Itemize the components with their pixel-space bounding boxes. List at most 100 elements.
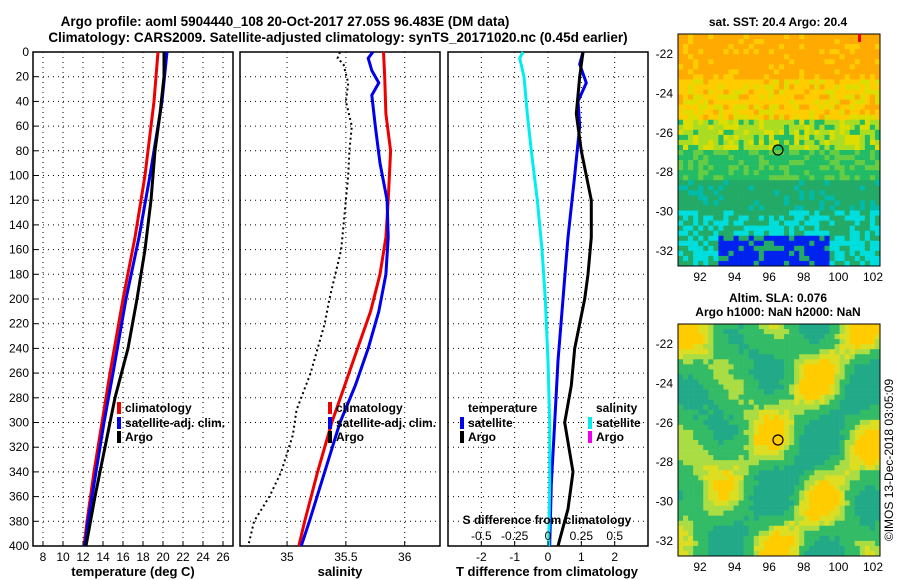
map-cell — [849, 329, 856, 335]
map-cell — [688, 404, 694, 411]
map-cell — [794, 260, 800, 267]
map-cell — [789, 510, 795, 516]
map-cell — [748, 134, 755, 141]
map-cell — [728, 349, 734, 355]
map-cell — [794, 399, 800, 405]
map-cell — [753, 94, 760, 100]
map-cell — [839, 170, 845, 176]
map-cell — [814, 170, 820, 176]
map-cell — [864, 180, 871, 186]
map-cell — [728, 409, 734, 416]
map-cell — [738, 334, 744, 340]
map-cell — [829, 495, 835, 501]
map-cell — [809, 94, 815, 100]
map-cell — [678, 170, 684, 176]
map-cell — [854, 429, 861, 436]
map-cell — [748, 470, 755, 476]
map-cell — [874, 540, 881, 547]
map-cell — [804, 515, 810, 521]
map-cell — [763, 200, 770, 206]
map-cell — [849, 250, 856, 257]
map-cell — [733, 399, 739, 405]
map-cell — [743, 384, 749, 390]
map-cell — [688, 434, 694, 441]
map-cell — [824, 109, 830, 115]
map-cell — [728, 394, 734, 400]
map-cell — [723, 139, 729, 146]
map-cell — [864, 550, 871, 557]
map-cell — [779, 535, 785, 542]
map-cell — [713, 84, 719, 90]
map-cell — [708, 500, 714, 506]
map-cell — [723, 195, 729, 201]
map-cell — [693, 510, 699, 516]
map-cell — [784, 434, 790, 441]
legend-label-argo: Argo — [125, 430, 153, 444]
map-cell — [693, 379, 699, 385]
map-cell — [698, 245, 704, 252]
map-cell — [683, 215, 689, 221]
map-cell — [869, 475, 876, 481]
map-cell — [874, 490, 881, 496]
map-cell — [794, 134, 800, 141]
map-cell — [693, 155, 699, 161]
map-cell — [789, 225, 795, 231]
map-cell — [784, 465, 790, 471]
map-cell — [874, 354, 881, 360]
map-cell — [844, 500, 850, 506]
map-cell — [713, 74, 719, 80]
map-cell — [683, 505, 689, 511]
map-cell — [678, 510, 684, 516]
map-cell — [799, 429, 805, 436]
map-cell — [839, 429, 845, 436]
map-cell — [784, 470, 790, 476]
map-cell — [794, 364, 800, 370]
map-cell — [728, 344, 734, 350]
map-cell — [733, 215, 739, 221]
map-cell — [849, 389, 856, 395]
map-cell — [824, 470, 830, 476]
map-cell — [743, 109, 749, 115]
map-cell — [874, 374, 881, 380]
map-cell — [728, 200, 734, 206]
map-cell — [698, 470, 704, 476]
map-cell — [688, 545, 694, 552]
map-cell — [874, 180, 881, 186]
map-cell — [683, 144, 689, 151]
map-cell — [718, 470, 724, 476]
map-cell — [728, 540, 734, 547]
map-cell — [713, 54, 719, 60]
map-cell — [718, 324, 724, 330]
map-cell — [799, 525, 805, 532]
map-cell — [728, 144, 734, 151]
map-cell — [773, 144, 780, 151]
map-cell — [849, 354, 856, 360]
map-cell — [799, 180, 805, 186]
map-cell — [708, 525, 714, 532]
map-cell — [723, 440, 729, 446]
map-cell — [864, 399, 871, 405]
depth-label-3: 60 — [16, 119, 30, 133]
map-cell — [829, 540, 835, 547]
map-cell — [844, 450, 850, 456]
depth-label-13: 260 — [9, 366, 29, 380]
map-cell — [693, 540, 699, 547]
map-cell — [698, 94, 704, 100]
map-cell — [799, 510, 805, 516]
map-cell — [784, 414, 790, 421]
map-cell — [698, 329, 704, 335]
map-cell — [728, 79, 734, 85]
map-cell — [713, 180, 719, 186]
map-cell — [738, 505, 744, 511]
map-cell — [869, 520, 876, 527]
map-cell — [829, 480, 835, 486]
map-cell — [683, 255, 689, 262]
map-cell — [814, 94, 820, 100]
map-cell — [718, 99, 724, 105]
map-cell — [708, 540, 714, 547]
map-cell — [708, 175, 714, 181]
map-cell — [718, 205, 724, 211]
map-cell — [794, 379, 800, 385]
map-cell — [804, 445, 810, 451]
map-cell — [758, 409, 765, 416]
